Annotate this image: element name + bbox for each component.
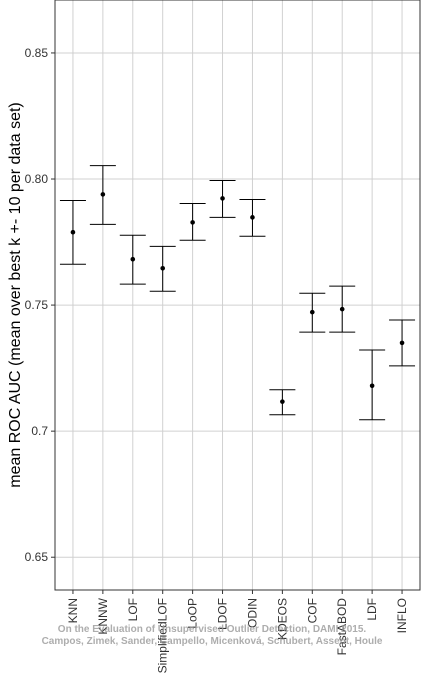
mean-point: [339, 306, 345, 312]
x-tick-label: ODIN: [245, 598, 259, 628]
watermark: On the Evaluation of Unsupervised Outlie…: [58, 624, 367, 635]
y-tick-label: 0.75: [25, 298, 49, 312]
mean-point: [100, 192, 106, 197]
mean-point: [160, 265, 166, 271]
mean-point: [190, 220, 195, 225]
x-tick-label: KNNW: [96, 597, 110, 634]
y-tick-label: 0.85: [25, 46, 49, 60]
mean-point: [130, 256, 136, 262]
plot-area: [55, 0, 420, 590]
y-tick-label: 0.7: [31, 424, 48, 438]
y-tick-label: 0.65: [25, 550, 49, 564]
x-tick-label: LoOP: [186, 598, 200, 629]
mean-point: [309, 309, 315, 315]
mean-point: [220, 196, 225, 201]
x-tick-label: COF: [305, 598, 319, 623]
x-tick-label: SimplifiedLOF: [156, 598, 170, 673]
x-tick-label: KDEOS: [275, 598, 289, 640]
y-axis-label: mean ROC AUC (mean over best k +- 10 per…: [7, 102, 24, 488]
x-tick-label: FastABOD: [335, 598, 349, 656]
y-tick-label: 0.80: [25, 172, 49, 186]
x-tick-label: KNN: [66, 598, 80, 623]
x-tick-label: INFLO: [395, 598, 409, 633]
mean-point: [250, 215, 255, 220]
mean-point: [369, 383, 375, 389]
mean-point: [280, 399, 285, 404]
watermark: Campos, Zimek, Sander, Campello, Micenko…: [42, 636, 383, 647]
plot-border: [54, 0, 421, 591]
mean-point: [70, 229, 76, 235]
x-tick-label: LDF: [365, 598, 379, 621]
x-tick-label: LOF: [126, 598, 140, 621]
mean-point: [399, 340, 405, 346]
x-tick-label: LDOF: [216, 598, 230, 630]
